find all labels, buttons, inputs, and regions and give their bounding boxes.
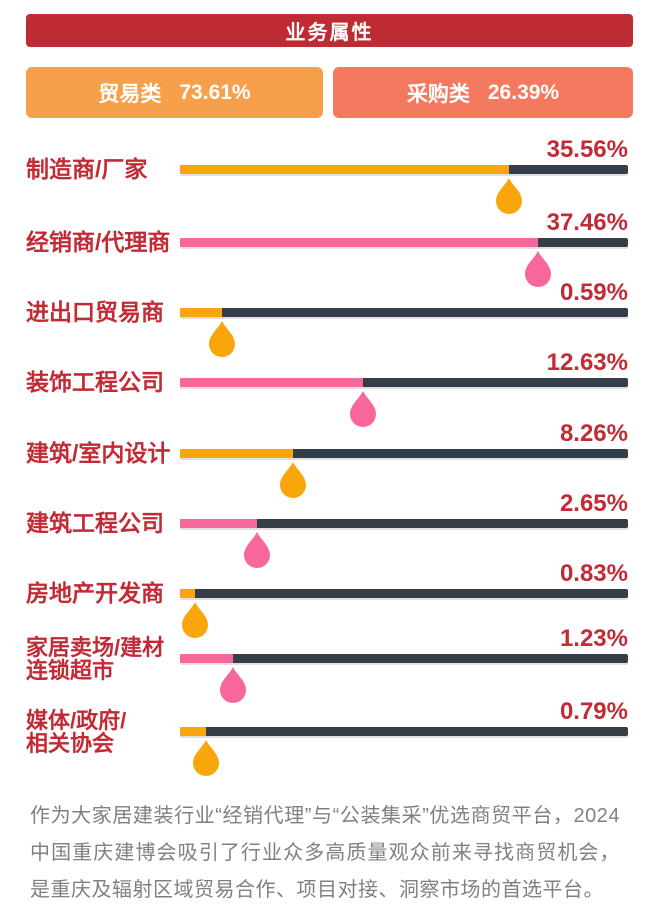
bar-fill [180, 727, 206, 736]
droplet-icon [349, 391, 376, 427]
category-label: 建筑/室内设计 [26, 440, 171, 466]
summary-box-procurement: 采购类 26.39% [333, 67, 633, 118]
chart-row: 经销商/代理商 37.46% [0, 209, 646, 287]
section-title-banner: 业务属性 [26, 14, 633, 47]
category-label: 建筑工程公司 [26, 510, 164, 536]
bar-fill [180, 589, 195, 598]
category-label: 经销商/代理商 [26, 229, 171, 255]
value-label: 1.23% [559, 625, 628, 652]
chart-row: 媒体/政府/ 相关协会 0.79% [0, 698, 646, 776]
bar-fill [180, 519, 258, 528]
bar-fill [180, 165, 509, 174]
value-label: 37.46% [546, 209, 628, 236]
trade-value: 73.61% [179, 80, 251, 104]
value-label: 8.26% [559, 420, 628, 447]
droplet-icon [219, 667, 246, 703]
bar-track [180, 238, 628, 287]
value-label: 12.63% [546, 349, 628, 376]
category-label: 制造商/厂家 [26, 156, 148, 182]
value-label: 0.83% [559, 560, 628, 587]
category-label: 装饰工程公司 [26, 369, 164, 395]
value-label: 0.59% [559, 279, 628, 306]
bar-fill [180, 308, 223, 317]
chart-row: 家居卖场/建材 连锁超市 1.23% [0, 625, 646, 703]
chart-row: 建筑/室内设计 8.26% [0, 420, 646, 498]
droplet-icon [192, 740, 219, 776]
category-label: 进出口贸易商 [26, 299, 164, 325]
chart-row: 建筑工程公司 2.65% [0, 490, 646, 568]
section-title: 业务属性 [285, 22, 374, 44]
chart-row: 制造商/厂家 35.56% [0, 136, 646, 214]
footer-description: 作为大家居建装行业“经销代理”与“公装集采”优选商贸平台，2024中国重庆建博会… [30, 805, 620, 901]
droplet-icon [524, 251, 551, 287]
bar-track [180, 727, 628, 776]
bar-fill [180, 238, 538, 247]
bar-track [180, 165, 628, 214]
procurement-label: 采购类 [406, 82, 470, 106]
droplet-icon [279, 462, 306, 498]
value-label: 2.65% [559, 490, 628, 517]
bar-track [180, 654, 628, 703]
bar-track [180, 449, 628, 498]
summary-box-trade: 贸易类 73.61% [26, 67, 323, 118]
chart-row: 装饰工程公司 12.63% [0, 349, 646, 427]
bar-fill [180, 378, 363, 387]
bar-fill [180, 449, 293, 458]
bar-track [180, 378, 628, 427]
category-label: 家居卖场/建材 连锁超市 [26, 635, 165, 683]
bar-fill [180, 654, 233, 663]
value-label: 35.56% [546, 136, 628, 163]
bar-chart: 制造商/厂家 35.56% 经销商/代理商 37.46% 进出口贸易商 0.59… [0, 136, 646, 790]
procurement-value: 26.39% [487, 80, 560, 104]
droplet-icon [495, 178, 522, 214]
droplet-icon [181, 602, 208, 638]
droplet-icon [209, 321, 236, 357]
bar-track [180, 519, 628, 568]
chart-row: 进出口贸易商 0.59% [0, 279, 646, 357]
category-label: 房地产开发商 [26, 580, 164, 606]
bar-track [180, 589, 628, 638]
chart-row: 房地产开发商 0.83% [0, 560, 646, 638]
trade-label: 贸易类 [98, 82, 162, 106]
droplet-icon [244, 532, 271, 568]
category-label: 媒体/政府/ 相关协会 [26, 708, 127, 756]
value-label: 0.79% [559, 698, 628, 725]
bar-track [180, 308, 628, 357]
